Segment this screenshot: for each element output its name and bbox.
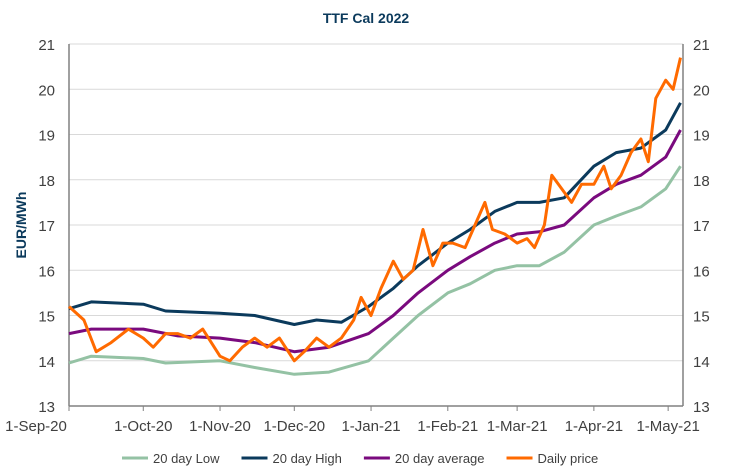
y-tick-label-left: 15 — [38, 309, 55, 326]
y-axis-label: EUR/MWh — [13, 192, 29, 259]
y-tick-label-left: 17 — [38, 218, 55, 235]
y-tick-label-right: 19 — [693, 128, 710, 145]
legend-label: 20 day average — [395, 451, 485, 466]
y-tick-label-left: 21 — [38, 37, 55, 54]
x-tick-label: 1-Mar-21 — [487, 418, 548, 435]
y-tick-label-left: 18 — [38, 173, 55, 190]
x-tick-label: 1-Sep-20 — [5, 418, 67, 435]
y-tick-label-right: 21 — [693, 37, 710, 54]
x-tick-label: 1-Oct-20 — [114, 418, 172, 435]
x-tick-label: 1-Apr-21 — [565, 418, 623, 435]
y-tick-label-left: 19 — [38, 128, 55, 145]
y-tick-label-right: 15 — [693, 309, 710, 326]
series-line-20-day-high — [68, 102, 682, 326]
y-tick-label-right: 17 — [693, 218, 710, 235]
y-tick-label-right: 14 — [693, 354, 710, 371]
y-tick-label-right: 13 — [693, 399, 710, 416]
series-line-20-day-average — [68, 129, 682, 354]
legend-label: 20 day Low — [153, 451, 220, 466]
y-tick-label-left: 13 — [38, 399, 55, 416]
y-tick-label-left: 20 — [38, 82, 55, 99]
y-tick-label-left: 16 — [38, 263, 55, 280]
x-tick-label: 1-Feb-21 — [417, 418, 478, 435]
y-tick-label-right: 20 — [693, 82, 710, 99]
legend-label: Daily price — [538, 451, 599, 466]
x-tick-label: 1-Nov-20 — [189, 418, 251, 435]
series-line-daily-price — [67, 57, 682, 363]
chart-title: TTF Cal 2022 — [323, 10, 410, 26]
x-tick-label: 1-May-21 — [636, 418, 699, 435]
y-tick-label-right: 16 — [693, 263, 710, 280]
y-tick-label-left: 14 — [38, 354, 55, 371]
x-tick-label: 1-Dec-20 — [263, 418, 325, 435]
x-tick-label: 1-Jan-21 — [341, 418, 400, 435]
y-tick-label-right: 18 — [693, 173, 710, 190]
series-line-20-day-low — [68, 165, 682, 376]
legend-label: 20 day High — [273, 451, 342, 466]
